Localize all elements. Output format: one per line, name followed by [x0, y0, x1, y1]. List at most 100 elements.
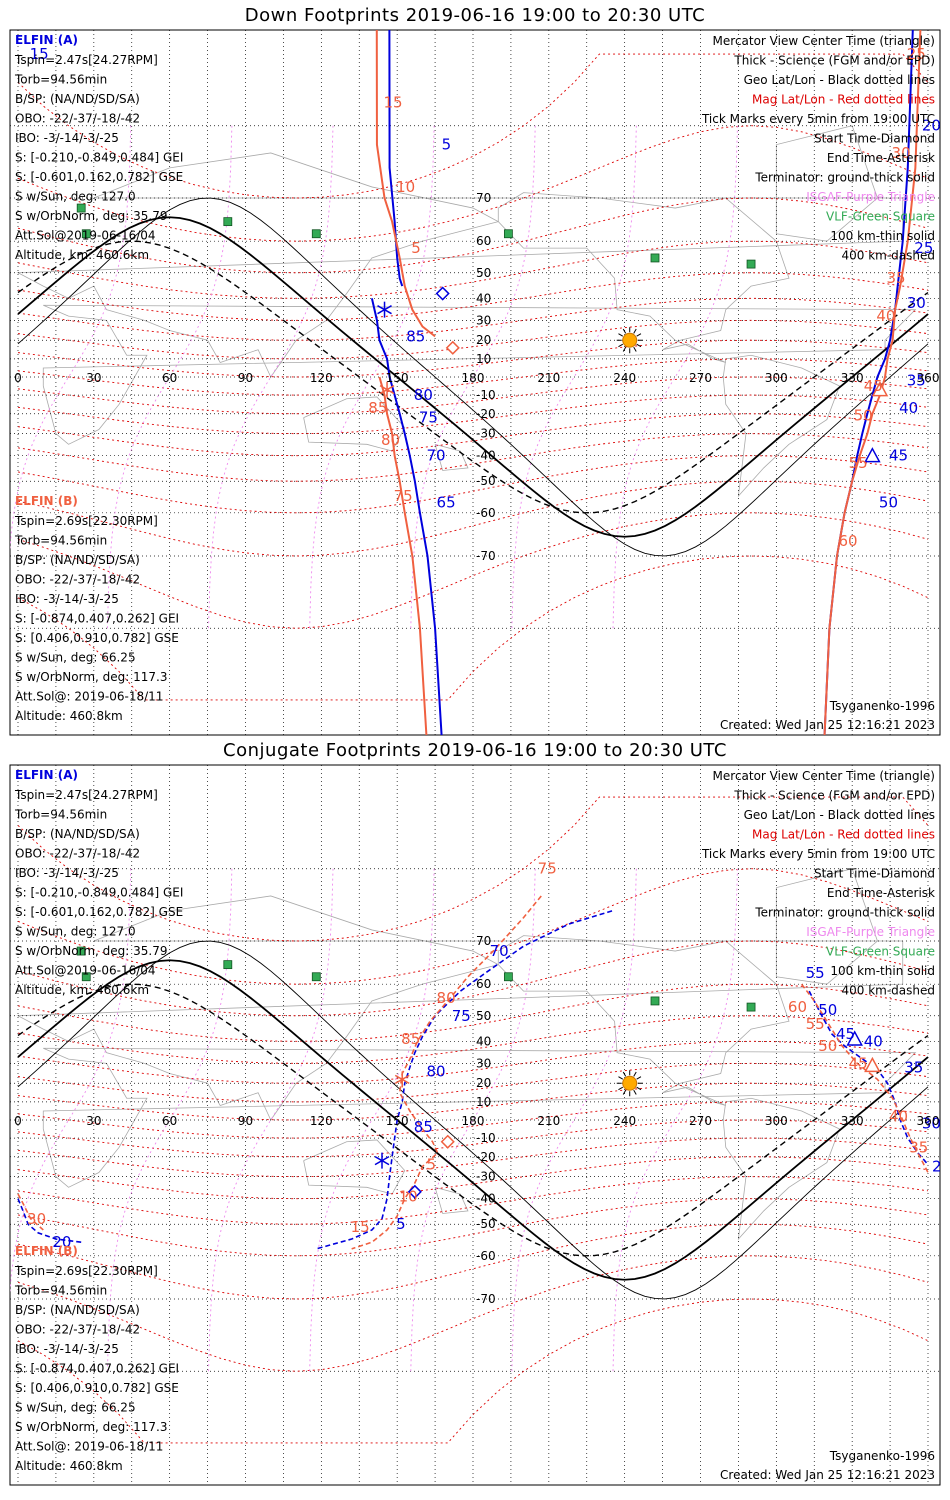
trace-time-label: 10 — [396, 178, 415, 196]
trace-time-label: 40 — [899, 399, 918, 417]
elfin-b-info-line: Att.Sol@: 2019-06-18/11 — [15, 690, 163, 704]
trace-time-label: 70 — [490, 942, 509, 960]
elfin-a-info-line: S w/Sun, deg: 127.0 — [15, 925, 136, 939]
trace-time-label: 85 — [368, 399, 387, 417]
vlf-station-marker — [746, 259, 756, 269]
elfin-a-info-line: S w/OrbNorm, deg: 35.79 — [15, 944, 167, 958]
legend-entry: Geo Lat/Lon - Black dotted lines — [744, 73, 935, 87]
legend-entry: ISGAF-Purple Triangle — [806, 925, 935, 939]
elfin-a-info-line: S: [-0.210,-0.849,0.484] GEI — [15, 886, 183, 900]
model-label: Tsyganenko-1996 — [829, 1449, 935, 1463]
vlf-station-marker — [746, 1002, 756, 1012]
elfin-b-info-line: Torb=94.56min — [14, 534, 107, 548]
lat-tick-label: 30 — [476, 313, 491, 327]
vlf-station-marker — [223, 960, 233, 970]
elfin-b-info-line: S w/Sun, deg: 66.25 — [15, 1401, 136, 1415]
elfin-a-info-line: Tspin=2.47s[24.27RPM] — [14, 53, 158, 67]
start-diamond-marker — [435, 286, 450, 301]
coastlines — [16, 125, 917, 498]
lat-tick-label: 20 — [476, 333, 491, 347]
legend-entry: Mercator View Center Time (triangle) — [713, 34, 935, 48]
legend-entry: Terminator: ground-thick solid — [754, 171, 935, 185]
start-diamond-marker — [445, 340, 460, 355]
lat-tick-label: -30 — [476, 1170, 496, 1184]
trace-time-label: 10 — [399, 1187, 418, 1205]
legend-entry: Start Time-Diamond — [814, 132, 935, 146]
legend-entry: Mag Lat/Lon - Red dotted lines — [752, 828, 935, 842]
lon-tick-label: 360 — [917, 1114, 940, 1128]
center-triangle-marker — [871, 381, 889, 397]
created-timestamp: Created: Wed Jan 25 12:16:21 2023 — [720, 1468, 935, 1482]
mag-grid — [17, 53, 929, 701]
down-footprints-panel: Down Footprints 2019-06-16 19:00 to 20:3… — [0, 0, 950, 740]
lat-tick-label: -30 — [476, 427, 496, 441]
lon-tick-label: 60 — [162, 1114, 177, 1128]
vlf-station-marker — [223, 217, 233, 227]
terminator-400km — [17, 240, 929, 514]
legend-entry: VLF-Green Square — [826, 945, 935, 959]
lon-tick-label: 180 — [462, 1114, 485, 1128]
center-triangle-marker — [864, 447, 881, 463]
elfin-a-info-line: B/SP: (NA/ND/SD/SA) — [15, 92, 140, 106]
elfin-a-info-line: Torb=94.56min — [14, 73, 107, 87]
lat-tick-label: -20 — [476, 407, 496, 421]
end-asterisk-marker — [379, 381, 395, 398]
legend-entry: 400 km-dashed — [841, 249, 935, 263]
trace-time-label: 50 — [818, 1001, 837, 1019]
footprint-trace-b — [375, 30, 436, 338]
trace-time-label: 20 — [922, 117, 941, 135]
lat-tick-label: 30 — [476, 1056, 491, 1070]
trace-time-label: 45 — [836, 1025, 855, 1043]
lat-tick-label: 50 — [476, 1009, 491, 1023]
footprint-trace-b — [17, 1193, 44, 1231]
lon-tick-label: 300 — [765, 371, 788, 385]
elfin-a-info-line: OBO: -22/-37/-18/-42 — [15, 112, 140, 126]
trace-time-label: 75 — [419, 409, 438, 427]
lon-tick-label: 150 — [386, 371, 409, 385]
elfin-a-info-line: Att.Sol@2019-06-16/04 — [15, 964, 156, 978]
legend-entry: 100 km-thin solid — [830, 964, 935, 978]
panel-title: Down Footprints 2019-06-16 19:00 to 20:3… — [244, 5, 706, 26]
elfin-a-info-line: IBO: -3/-14/-3/-25 — [15, 131, 119, 145]
lat-tick-label: -60 — [476, 1249, 496, 1263]
lon-tick-label: 120 — [310, 1114, 333, 1128]
start-diamond-marker — [440, 1134, 455, 1149]
elfin-b-info-line: Tspin=2.69s[22.30RPM] — [14, 1264, 158, 1278]
legend-entry: 100 km-thin solid — [830, 229, 935, 243]
lat-tick-label: 60 — [476, 234, 491, 248]
lon-tick-label: 180 — [462, 371, 485, 385]
trace-time-label: 25 — [914, 239, 933, 257]
lat-tick-label: -40 — [476, 1192, 496, 1206]
trace-time-label: 65 — [437, 493, 456, 511]
footprint-trace-b — [800, 983, 929, 1173]
lat-tick-label: -60 — [476, 506, 496, 520]
lon-tick-label: 0 — [14, 1114, 22, 1128]
trace-time-label: 75 — [394, 487, 413, 505]
vlf-station-marker — [650, 253, 660, 263]
trace-time-label: 55 — [806, 1015, 825, 1033]
terminator-100km — [17, 197, 929, 557]
legend-entry: Mag Lat/Lon - Red dotted lines — [752, 93, 935, 107]
legend-entry: Terminator: ground-thick solid — [754, 906, 935, 920]
map-frame — [9, 764, 941, 1486]
trace-time-label: 85 — [401, 1030, 420, 1048]
vlf-station-marker — [650, 996, 660, 1006]
legend-entry: Thick - Science (FGM and/or EPD) — [733, 54, 935, 68]
lat-tick-label: -10 — [476, 388, 496, 402]
elfin-b-info-line: OBO: -22/-37/-18/-42 — [15, 573, 140, 587]
model-label: Tsyganenko-1996 — [829, 699, 935, 713]
trace-time-label: 60 — [838, 532, 857, 550]
legend-entry: Geo Lat/Lon - Black dotted lines — [744, 808, 935, 822]
trace-time-label: 60 — [788, 998, 807, 1016]
elfin-b-info-line: Altitude: 460.8km — [15, 709, 123, 723]
lat-tick-label: 10 — [476, 352, 491, 366]
trace-time-label: 20 — [52, 1233, 71, 1251]
elfin-a-info-line: IBO: -3/-14/-3/-25 — [15, 866, 119, 880]
vlf-station-marker — [311, 972, 321, 982]
lon-tick-label: 120 — [310, 371, 333, 385]
trace-time-label: 30 — [892, 144, 911, 162]
lat-tick-label: 40 — [476, 1034, 491, 1048]
elfin-b-info-line: S w/OrbNorm, deg: 117.3 — [15, 1420, 167, 1434]
